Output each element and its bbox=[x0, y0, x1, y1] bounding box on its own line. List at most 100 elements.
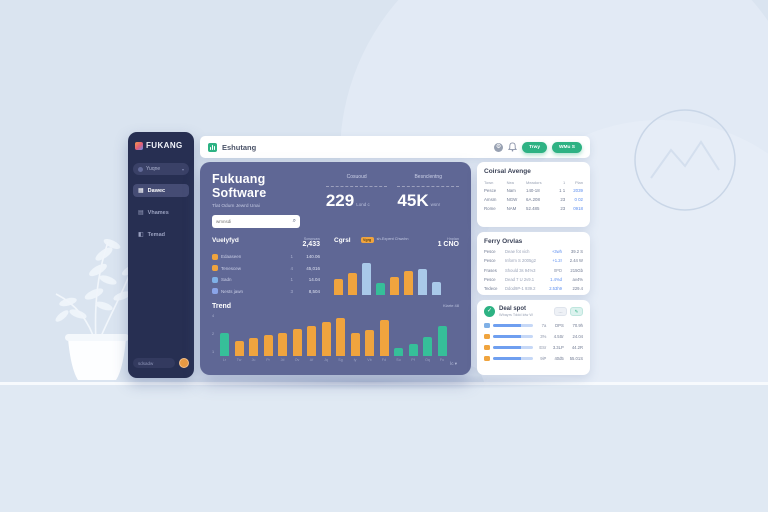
row-delta: 2.53h9 bbox=[549, 285, 562, 291]
list-item[interactable]: 7a DPS 70.9h bbox=[484, 322, 583, 328]
cell: Rome bbox=[484, 206, 496, 211]
cell: 1 1 bbox=[559, 188, 566, 193]
row-metric: 4.5Sr bbox=[553, 333, 564, 339]
card-subtitle: Wbayrs Tddd ldw W bbox=[499, 313, 533, 317]
table-row[interactable]: Rome NAM 52.485 23 0918 bbox=[484, 204, 583, 213]
panel-search: ⌕ bbox=[212, 215, 300, 228]
main-dashboard-panel: Fukuang Software Tlat Odum Jewrd Unai ⌕ … bbox=[200, 162, 471, 375]
list-item[interactable]: Pesce Inform S 2005g2 +1.2r 2.44 W bbox=[484, 258, 583, 263]
avatar[interactable] bbox=[179, 358, 189, 368]
sidebar-item-dashboard[interactable]: ▦ Dawec bbox=[133, 184, 189, 197]
row-metric: 9iP bbox=[540, 355, 547, 361]
row-name: Pesce bbox=[484, 249, 496, 255]
row-metric: 40d5 bbox=[554, 355, 564, 361]
trend-bar-chart bbox=[220, 314, 459, 356]
stat-divider bbox=[397, 186, 460, 187]
list-item[interactable]: Frases Should 3s 94%3 0PD 215Gb bbox=[484, 268, 583, 273]
list-item[interactable]: Tedece Ddod9P-1 939.2 2.53h9 229.4 bbox=[484, 286, 583, 291]
column-header: Town bbox=[484, 179, 494, 185]
sidebar-item-reports[interactable]: ◧ Temad bbox=[133, 228, 189, 241]
weekly-meta-value: 2,433 bbox=[302, 241, 320, 248]
progress-bar bbox=[492, 346, 533, 349]
table-row[interactable]: Amsm NGW 6A.208 23 0 02 bbox=[484, 195, 583, 204]
bar bbox=[408, 344, 418, 356]
sidebar-search-label: Yuqne bbox=[146, 166, 161, 172]
deal-spot-actions: … ✎ bbox=[554, 307, 583, 316]
sidebar-item-label: Dawec bbox=[147, 187, 166, 194]
gear-icon[interactable]: ⚙ bbox=[494, 142, 504, 152]
bar bbox=[437, 325, 447, 356]
more-options-button[interactable]: … bbox=[554, 307, 567, 316]
row-metric: 24.04 bbox=[572, 333, 583, 339]
primary-action-button[interactable]: Trwy bbox=[522, 141, 547, 153]
bar bbox=[423, 337, 432, 356]
column-header: Nea bbox=[506, 179, 514, 185]
list-item[interactable]: Edaaseen 1 140.06 bbox=[212, 253, 320, 260]
logo-icon bbox=[135, 141, 143, 150]
secondary-action-button[interactable]: WMu S bbox=[552, 141, 582, 153]
list-item[interactable]: 9iP 40d5 55.01S bbox=[484, 355, 583, 361]
sidebar-item-channels[interactable]: ▤ Vhames bbox=[133, 206, 189, 219]
edit-button[interactable]: ✎ bbox=[570, 307, 583, 316]
cell: NGW bbox=[506, 197, 518, 202]
row-delta: +3wh bbox=[551, 249, 562, 255]
chevron-down-icon: ▾ bbox=[181, 166, 184, 172]
cell: 140-18 bbox=[526, 188, 540, 193]
desk-edge bbox=[0, 382, 768, 385]
x-tick-label: Pf bbox=[411, 358, 415, 362]
trend-chart-body: 4 2 1 bbox=[212, 314, 459, 356]
sidebar-search[interactable]: Yuqne ▾ bbox=[133, 163, 189, 175]
bar bbox=[350, 332, 360, 356]
list-item[interactable]: Tenescew 4 45,016 bbox=[212, 265, 320, 271]
cell: Nam bbox=[506, 188, 516, 193]
x-tick-label: Fd bbox=[381, 358, 387, 362]
stat-value: 229 Lond c bbox=[326, 191, 388, 211]
bar bbox=[336, 318, 345, 356]
search-icon bbox=[138, 166, 143, 172]
row-description: Should 3s 94%3 bbox=[505, 267, 536, 273]
row-name: Tedece bbox=[484, 285, 498, 291]
mini-chart-meta-label: Hnplan bbox=[446, 237, 459, 241]
list-item[interactable]: 3% 4.5Sr 24.04 bbox=[484, 333, 583, 339]
cell: 0918 bbox=[573, 206, 583, 211]
row-name: Pesce bbox=[484, 276, 496, 282]
bar bbox=[432, 282, 441, 295]
legend-text: sh-Expent Chwchn bbox=[376, 237, 409, 241]
category-icon bbox=[484, 322, 490, 328]
plant-illustration bbox=[55, 238, 144, 380]
table-row[interactable]: Pesce Nam 140-18 1 1 2039 bbox=[484, 186, 583, 195]
panel-search-input[interactable] bbox=[216, 219, 293, 224]
sidebar-footer-pill[interactable]: sdsadw bbox=[133, 358, 175, 368]
list-item[interactable]: Sadn 1 14.04 bbox=[212, 276, 320, 283]
item-label: Nests jawn bbox=[221, 288, 244, 294]
bar bbox=[220, 332, 229, 356]
weekly-list-section: Vuelyfyd Sowpsaw 2,433 Edaaseen 1 140.06… bbox=[212, 237, 320, 295]
mini-chart-section: Cgrsl Vgrg sh-Expent Chwchn Hnplan 1 CNO bbox=[334, 237, 459, 295]
bar bbox=[292, 328, 302, 356]
row-metric: 3% bbox=[540, 333, 547, 339]
bell-icon[interactable] bbox=[508, 142, 518, 152]
list-item[interactable]: Nests jawn 3 8,504 bbox=[212, 288, 320, 294]
app-logo: FUKANG bbox=[133, 141, 189, 150]
panel-header: Fukuang Software Tlat Odum Jewrd Unai ⌕ … bbox=[212, 172, 460, 228]
stat-block: Cosuoud 229 Lond c bbox=[325, 172, 388, 228]
row-metric: 3.3LP bbox=[552, 344, 564, 350]
row-value: 215Gb bbox=[570, 267, 583, 273]
item-label: Edaaseen bbox=[221, 254, 242, 259]
item-value: 140.06 bbox=[306, 254, 320, 259]
row-metric: 55.01S bbox=[569, 355, 583, 361]
list-item[interactable]: Pesce Dead 7 U 2v9.1 1.4%d av4% bbox=[484, 277, 583, 282]
chart-ring-decor bbox=[634, 109, 736, 211]
category-icon bbox=[212, 276, 218, 283]
trend-footer-control[interactable]: lc ▾ bbox=[450, 361, 457, 366]
weekly-meta-label: Sowpsaw bbox=[303, 237, 320, 241]
progress-bar bbox=[492, 324, 533, 327]
deal-spot-card: ✓ Deal spot Wbayrs Tddd ldw W … ✎ 7a DPS… bbox=[477, 300, 590, 375]
list-item[interactable]: Pesce Deae fot vich +3wh 39.2 S bbox=[484, 249, 583, 254]
column-header: Meadors bbox=[526, 179, 542, 185]
list-item[interactable]: ESr 3.3LP 44.2R bbox=[484, 344, 583, 350]
x-tick-label: Ov bbox=[294, 358, 300, 362]
bar bbox=[379, 320, 389, 356]
bar bbox=[362, 263, 371, 295]
y-tick: 1 bbox=[212, 350, 215, 354]
